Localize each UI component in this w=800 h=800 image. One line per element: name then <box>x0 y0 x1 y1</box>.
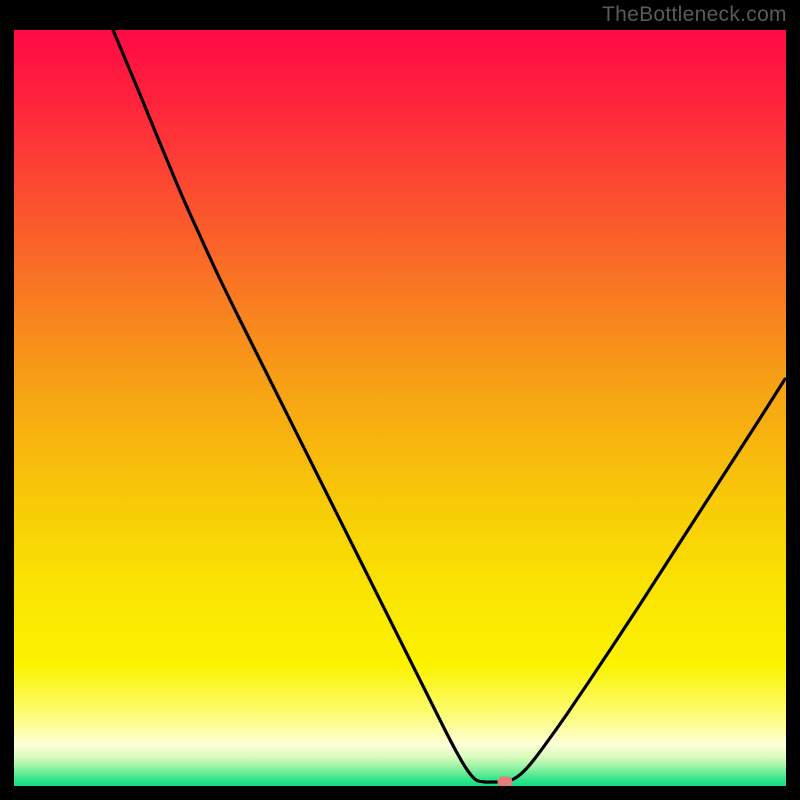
optimum-marker <box>498 777 513 788</box>
bottleneck-curve <box>113 30 785 782</box>
watermark-text: TheBottleneck.com <box>602 3 787 27</box>
chart-overlay-svg <box>0 0 800 800</box>
